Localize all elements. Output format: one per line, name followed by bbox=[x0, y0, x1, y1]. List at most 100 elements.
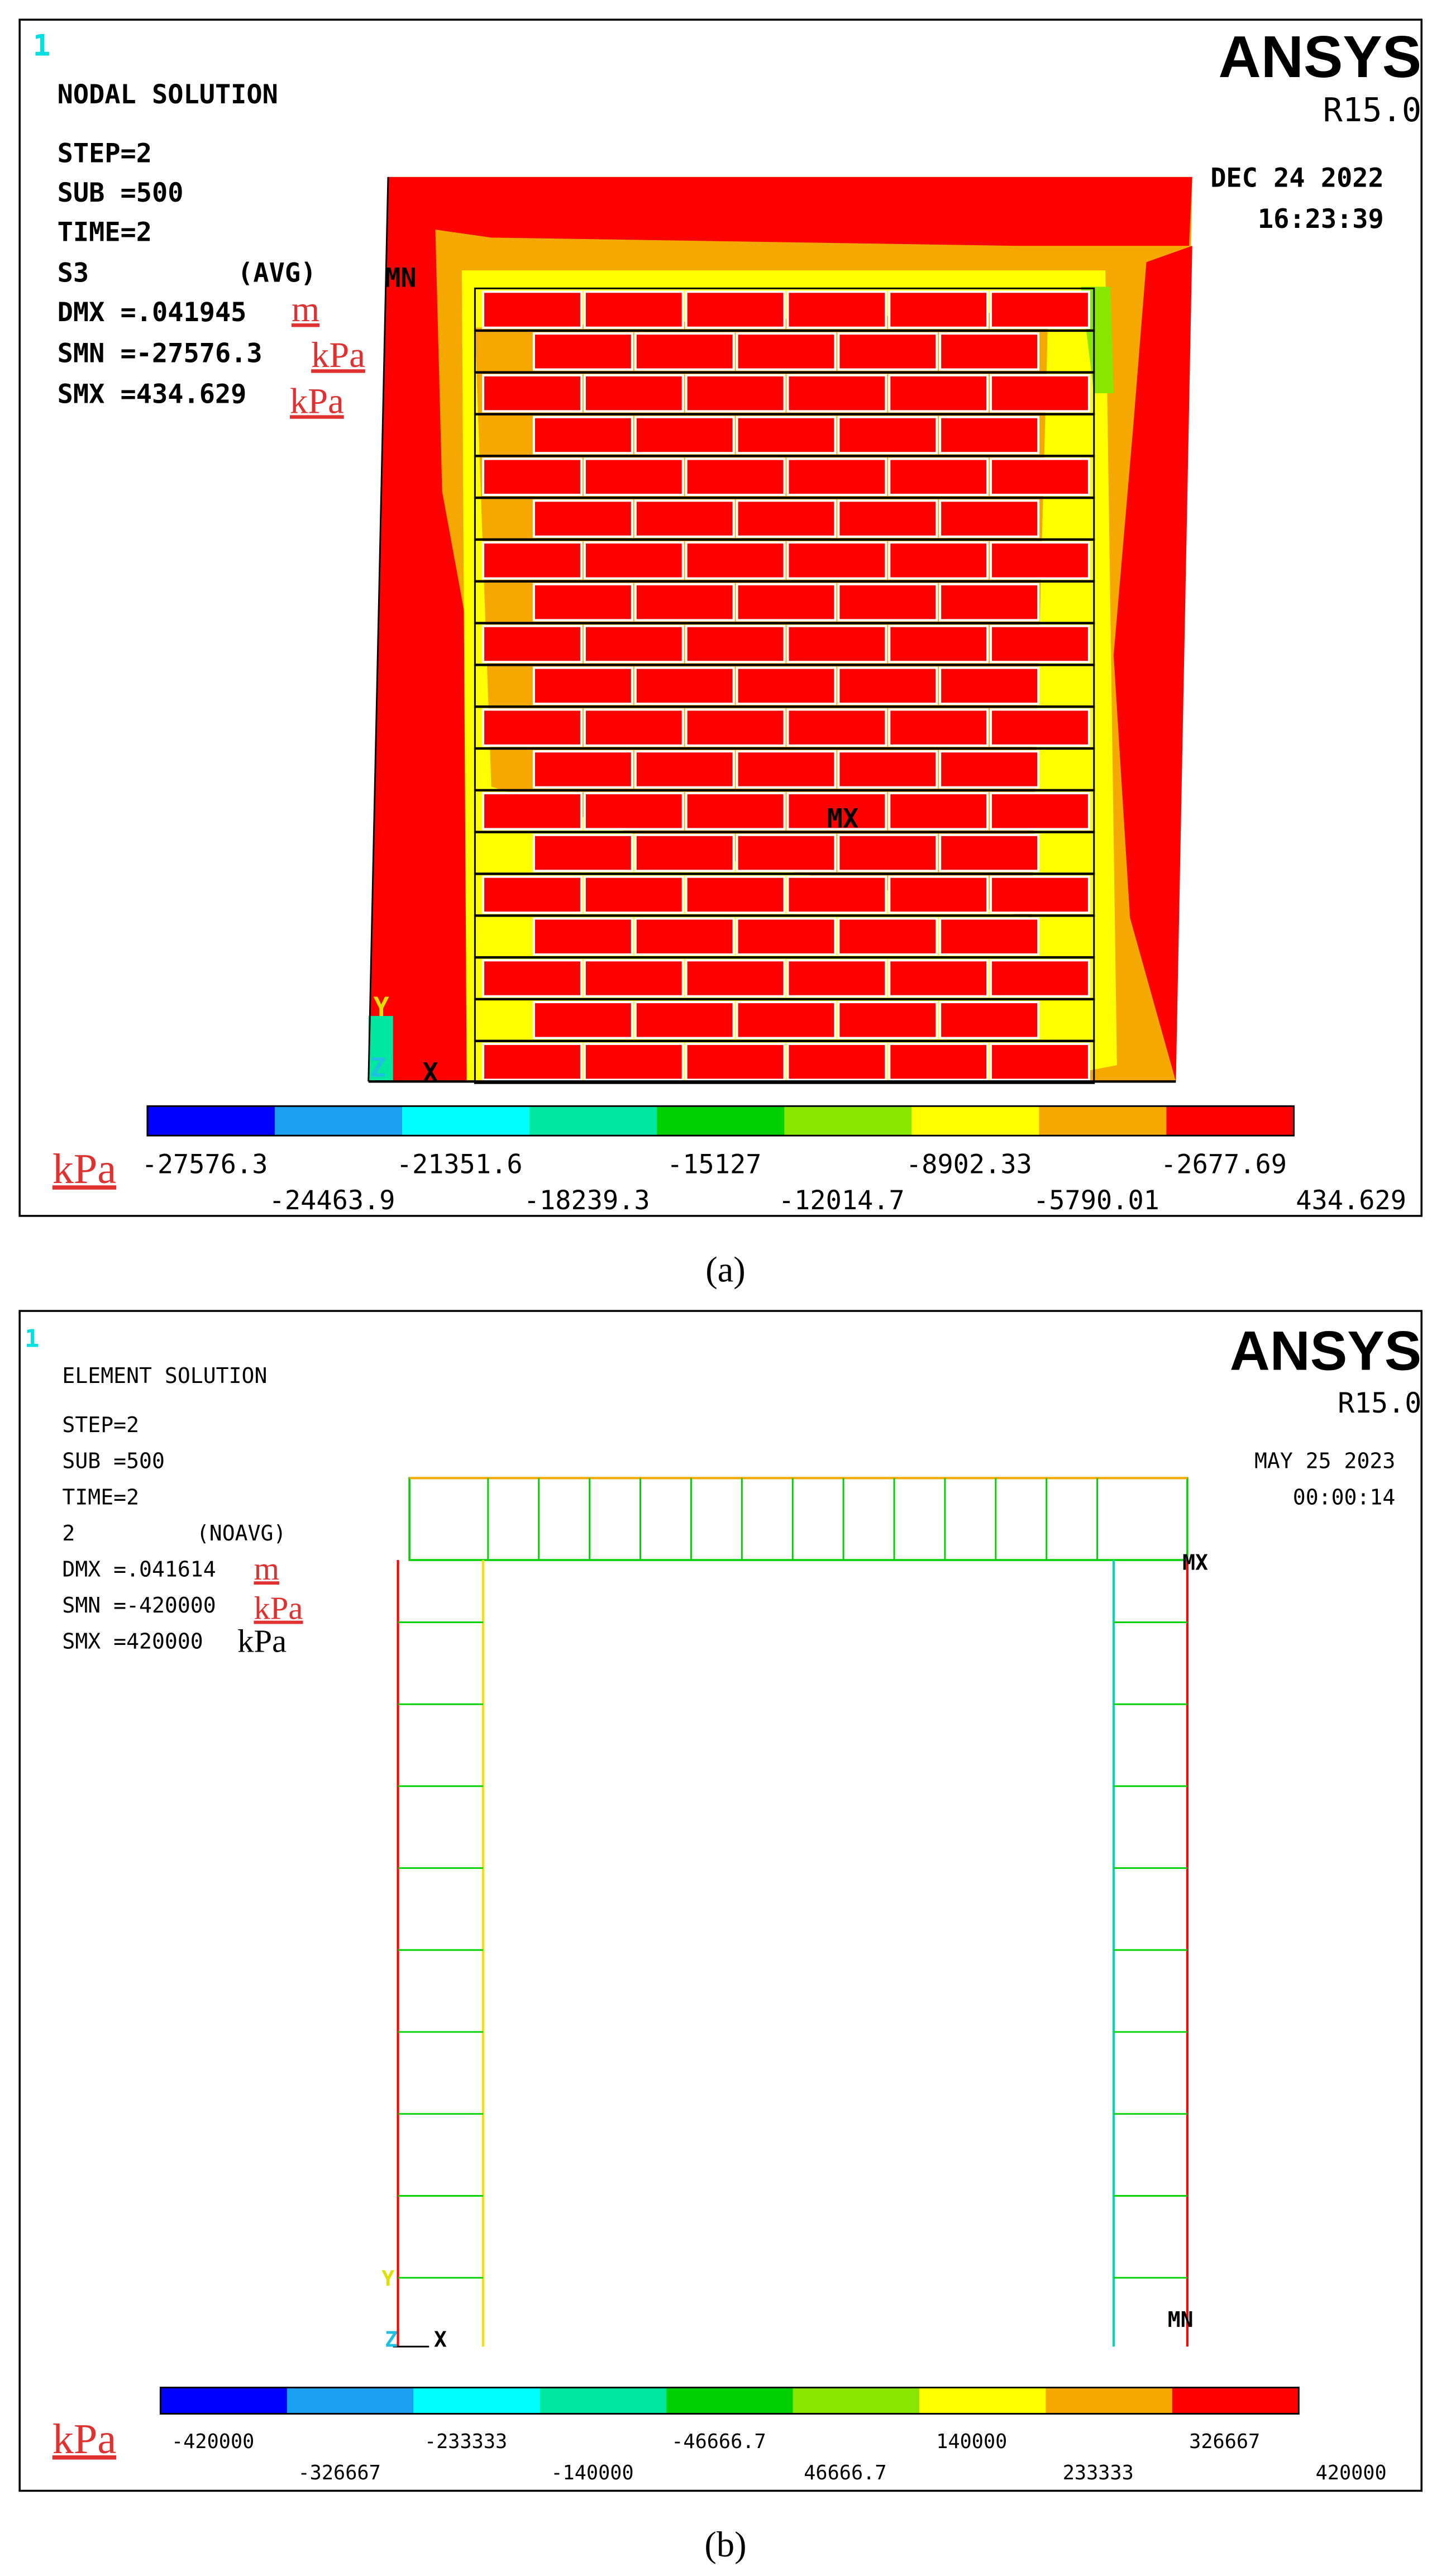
brick bbox=[989, 290, 1091, 329]
legend-bar-frame bbox=[159, 2387, 1300, 2415]
brick bbox=[583, 1042, 684, 1081]
brick bbox=[634, 750, 735, 789]
brick bbox=[939, 917, 1040, 956]
brick bbox=[939, 332, 1040, 371]
brick bbox=[481, 457, 583, 497]
brick bbox=[634, 917, 735, 956]
brick bbox=[837, 666, 938, 705]
brick bbox=[786, 1042, 887, 1081]
legend-swatch bbox=[274, 1106, 403, 1136]
marker-x: X bbox=[423, 1057, 438, 1088]
brick bbox=[837, 499, 938, 538]
dmx: DMX =.041614 bbox=[62, 1557, 216, 1581]
smx-unit: kPa bbox=[290, 381, 344, 421]
legend-swatch bbox=[147, 1106, 275, 1136]
contour-red-left bbox=[368, 176, 479, 1082]
brick bbox=[685, 457, 786, 497]
contour-red-right bbox=[1113, 246, 1192, 1082]
legend-label: -5790.01 bbox=[1033, 1185, 1159, 1216]
smx: SMX =420000 bbox=[62, 1629, 203, 1653]
brick bbox=[837, 1000, 938, 1039]
legend-unit: kPa bbox=[52, 1146, 116, 1192]
marker-z: Z bbox=[385, 2327, 398, 2351]
brick-row-outline bbox=[474, 580, 1095, 624]
brick bbox=[685, 1042, 786, 1081]
legend-label: -27576.3 bbox=[142, 1149, 268, 1180]
brick bbox=[786, 541, 887, 580]
brick bbox=[837, 332, 938, 371]
brick bbox=[786, 708, 887, 747]
contour-mn bbox=[368, 1015, 393, 1082]
legend-label: -12014.7 bbox=[779, 1185, 905, 1216]
brick bbox=[634, 499, 735, 538]
brick bbox=[583, 708, 684, 747]
marker-mn: MN bbox=[385, 263, 416, 293]
solution: NODAL SOLUTION bbox=[58, 79, 278, 110]
brick bbox=[634, 666, 735, 705]
brick bbox=[634, 1000, 735, 1039]
brick bbox=[481, 374, 583, 413]
brick bbox=[888, 374, 989, 413]
brick bbox=[736, 917, 837, 956]
brick bbox=[532, 416, 633, 455]
solution: ELEMENT SOLUTION bbox=[62, 1363, 267, 1388]
brick bbox=[939, 666, 1040, 705]
dmx-unit: m bbox=[292, 289, 319, 329]
marker-mn: MN bbox=[1168, 2307, 1194, 2332]
brick bbox=[939, 833, 1040, 872]
smn: SMN =-27576.3 bbox=[58, 338, 262, 369]
brick bbox=[685, 541, 786, 580]
brick bbox=[583, 290, 684, 329]
legend-bar-frame bbox=[146, 1105, 1295, 1137]
legend-swatch bbox=[1046, 2387, 1173, 2414]
marker-y: Y bbox=[374, 992, 390, 1023]
brick bbox=[634, 583, 735, 622]
panel-caption: (b) bbox=[704, 2525, 746, 2564]
brick bbox=[989, 791, 1091, 831]
smn: SMN =-420000 bbox=[62, 1593, 216, 1618]
legend-swatch bbox=[911, 1106, 1040, 1136]
legend-label: -24463.9 bbox=[269, 1185, 395, 1216]
legend-swatch bbox=[919, 2387, 1047, 2414]
brick bbox=[989, 541, 1091, 580]
legend-swatch bbox=[402, 1106, 530, 1136]
brick bbox=[481, 541, 583, 580]
legend-label: 140000 bbox=[936, 2430, 1007, 2453]
marker-mx: MX bbox=[827, 804, 858, 834]
brick bbox=[685, 374, 786, 413]
date: DEC 24 2022 bbox=[1210, 163, 1384, 193]
legend-swatch bbox=[287, 2387, 414, 2414]
legend-label: -21351.6 bbox=[397, 1149, 523, 1180]
legend-label: -326667 bbox=[298, 2461, 381, 2484]
brand: ANSYS bbox=[1219, 24, 1422, 90]
brand: ANSYS bbox=[1230, 1320, 1421, 1382]
quantity: 2 bbox=[62, 1521, 75, 1545]
brick bbox=[837, 750, 938, 789]
brick bbox=[583, 959, 684, 998]
brick bbox=[837, 416, 938, 455]
legend-swatch bbox=[413, 2387, 541, 2414]
marker-x: X bbox=[434, 2327, 447, 2351]
marker-mx: MX bbox=[1182, 1551, 1208, 1575]
smn-unit: kPa bbox=[311, 335, 365, 375]
brick bbox=[736, 833, 837, 872]
brick bbox=[532, 1000, 633, 1039]
brick bbox=[989, 624, 1091, 664]
brick bbox=[685, 708, 786, 747]
brick bbox=[888, 1042, 989, 1081]
brick bbox=[888, 708, 989, 747]
dmx: DMX =.041945 bbox=[58, 297, 247, 328]
brick bbox=[888, 541, 989, 580]
date: MAY 25 2023 bbox=[1254, 1449, 1395, 1473]
brick bbox=[634, 332, 735, 371]
dmx-unit: m bbox=[254, 1551, 280, 1587]
brick bbox=[888, 457, 989, 497]
brick bbox=[736, 416, 837, 455]
version: R15.0 bbox=[1338, 1387, 1421, 1419]
version: R15.0 bbox=[1323, 91, 1422, 129]
brick bbox=[532, 666, 633, 705]
brick bbox=[481, 624, 583, 664]
avg: (NOAVG) bbox=[197, 1521, 287, 1545]
legend-label: -2677.69 bbox=[1161, 1149, 1287, 1180]
